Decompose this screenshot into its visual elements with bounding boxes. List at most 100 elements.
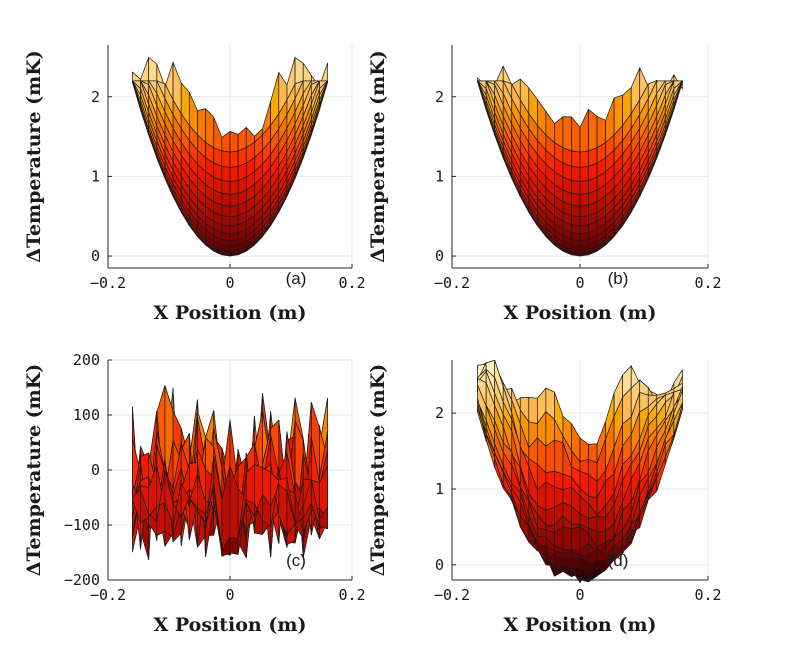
surface-facet-84 [579, 180, 589, 195]
y-tick-label-3: 100 [73, 406, 100, 424]
surface-facet-131 [571, 204, 581, 218]
surface-facet-179 [571, 525, 581, 551]
surface-facet-83 [221, 180, 231, 195]
surface-facet-132 [579, 204, 589, 218]
y-tick-label-2: 2 [91, 88, 100, 106]
x-tick-label-2: 0.2 [338, 586, 365, 604]
surface [132, 57, 328, 257]
panel-2: −0.2 0 0.2 0 1 2 X Position (m) ΔTemperature (m… [367, 45, 722, 324]
surface-facet-156 [579, 215, 589, 227]
x-tick-label-1: 0 [575, 274, 584, 292]
surface-facet-35 [221, 150, 231, 168]
x-tick-label-2: 0.2 [694, 274, 721, 292]
surface-facet-57 [554, 439, 564, 475]
surface [132, 385, 328, 560]
panel-label: (b) [608, 269, 629, 288]
surface-facet-12 [579, 437, 589, 462]
surface-facet-156 [229, 215, 239, 227]
y-tick-label-0: −200 [64, 571, 100, 589]
x-axis-title: X Position (m) [504, 302, 657, 324]
x-axis-title: X Position (m) [504, 614, 657, 636]
surface-facet-128 [545, 506, 555, 526]
y-axis-title: ΔTemperature (mK) [367, 50, 389, 263]
surface-facet-180 [579, 224, 589, 235]
surface-facet-180 [229, 224, 239, 235]
surface-facet-81 [554, 471, 564, 490]
x-tick-label-2: 0.2 [338, 274, 365, 292]
surface-facet-84 [229, 180, 239, 195]
x-tick-label-0: −0.2 [90, 586, 126, 604]
surface-facet-20 [294, 57, 304, 85]
surface-facet-59 [221, 165, 231, 182]
surface-facet-335 [319, 506, 328, 530]
surface-facet-13 [588, 108, 598, 152]
y-tick-label-2: 2 [435, 88, 444, 106]
surface-facet-335 [319, 80, 328, 110]
surface-facet-56 [545, 439, 555, 473]
x-tick-label-0: −0.2 [434, 274, 470, 292]
y-axis-title: ΔTemperature (mK) [23, 50, 45, 263]
surface-facet-0 [132, 71, 141, 82]
surface-facet-108 [579, 193, 589, 207]
x-tick-label-1: 0 [225, 274, 234, 292]
surface-facet-11 [571, 116, 581, 153]
surface-facet-335 [673, 80, 683, 110]
y-tick-label-1: 1 [91, 167, 100, 185]
surface-facet-2 [148, 57, 158, 82]
y-tick-label-0: 0 [435, 556, 444, 574]
y-tick-label-0: 0 [91, 247, 100, 265]
surface [477, 65, 683, 257]
surface-facet-155 [221, 215, 231, 227]
surface-facet-10 [213, 116, 223, 152]
surface-facet-60 [579, 165, 589, 182]
panel-4: −0.2 0 0.2 0 1 2 X Position (m) ΔTemperature (m… [367, 359, 722, 636]
y-tick-label-0: 0 [435, 247, 444, 265]
panel-label: (a) [286, 269, 307, 288]
x-tick-label-2: 0.2 [694, 586, 721, 604]
surface-facet-60 [229, 165, 239, 182]
y-axis-title: ΔTemperature (mK) [367, 364, 389, 577]
surface-facet-11 [221, 131, 231, 153]
surface-facet-107 [221, 193, 231, 207]
surface-facet-10 [562, 116, 572, 152]
y-tick-label-1: −100 [64, 516, 100, 534]
surface-facet-21 [302, 62, 312, 82]
surface-facet-1 [140, 57, 150, 82]
surface-facet-59 [571, 165, 581, 182]
surface-facet-83 [571, 180, 581, 195]
x-tick-label-1: 0 [225, 586, 234, 604]
x-axis-title: X Position (m) [154, 302, 307, 324]
surface-facet-134 [596, 516, 606, 533]
y-tick-label-1: 1 [435, 480, 444, 498]
surface-facet-36 [579, 150, 589, 168]
surface-facet-13 [237, 126, 247, 152]
surface-facet-104 [545, 481, 555, 511]
surface-facet-9 [205, 108, 215, 149]
surface-facet-179 [221, 224, 231, 235]
y-tick-label-2: 0 [91, 461, 100, 479]
surface-facet-132 [229, 204, 239, 218]
surface-facet-12 [229, 131, 239, 153]
surface-facet-251 [571, 557, 581, 569]
surface-facet-35 [571, 150, 581, 168]
surface-facet-6 [528, 396, 538, 425]
surface [477, 359, 683, 583]
surface-facet-155 [571, 215, 581, 227]
surface-facet-107 [571, 193, 581, 207]
surface-facet-335 [673, 404, 683, 438]
panel-label: (c) [286, 551, 306, 570]
y-tick-label-4: 200 [73, 351, 100, 369]
surface-facet-131 [221, 204, 231, 218]
x-axis-title: X Position (m) [154, 614, 307, 636]
surface-facet-179 [571, 224, 581, 235]
surface-facet-108 [229, 193, 239, 207]
panel-label: (d) [608, 551, 629, 570]
surface-facet-12 [579, 108, 589, 153]
x-tick-label-0: −0.2 [90, 274, 126, 292]
x-tick-label-1: 0 [575, 586, 584, 604]
y-tick-label-2: 2 [435, 404, 444, 422]
panel-3: −0.2 0 0.2 −200 −100 0 100 200 X Position (m) ΔTe… [23, 351, 366, 636]
x-tick-label-0: −0.2 [434, 586, 470, 604]
surface-facet-178 [562, 526, 572, 551]
